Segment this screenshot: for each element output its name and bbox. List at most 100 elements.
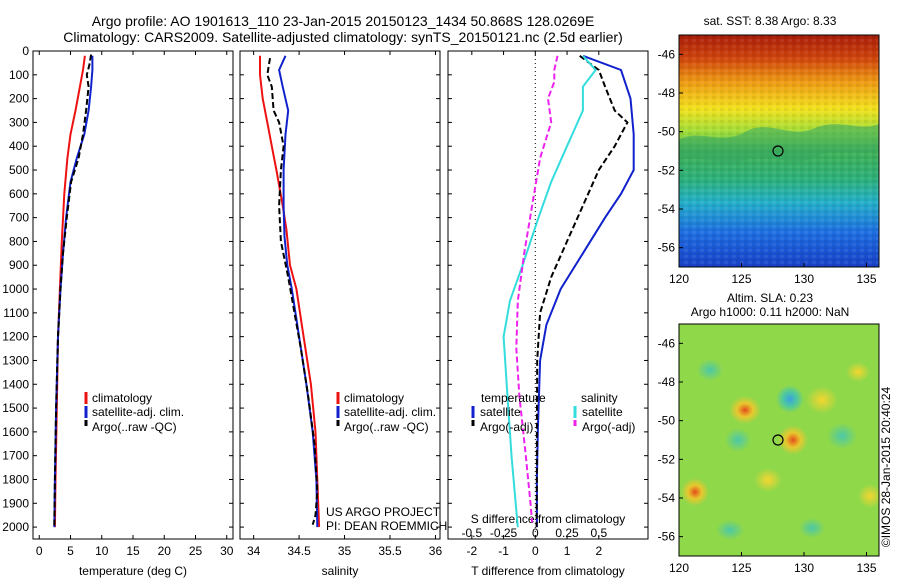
sla-anomaly <box>776 385 804 413</box>
legend-label-argo: Argo(..raw -QC) <box>344 420 429 434</box>
x-tick-label: 15 <box>126 544 140 558</box>
y-tick-label: 1200 <box>2 330 29 344</box>
s-tick-label: 0 <box>532 526 539 540</box>
sst-map-title: sat. SST: 8.38 Argo: 8.33 <box>704 14 837 28</box>
y-tick-label: -56 <box>658 241 676 255</box>
y-tick-label: 700 <box>9 211 29 225</box>
x-tick-label: -2 <box>466 544 477 558</box>
sla-anomaly <box>697 359 723 381</box>
y-tick-label: 1300 <box>2 353 29 367</box>
difference-legend: temperature salinity satellite Argo(-adj… <box>471 391 635 434</box>
y-tick-label: 1500 <box>2 401 29 415</box>
legend-label-s-argo: Argo(-adj) <box>582 420 635 434</box>
x-tick-label: 120 <box>669 561 689 575</box>
y-tick-label: 200 <box>9 92 29 106</box>
y-tick-label: 500 <box>9 163 29 177</box>
sla-anomaly <box>681 478 709 506</box>
timestamp-stamp: ©IMOS 28-Jan-2015 20:40:24 <box>879 387 893 548</box>
y-tick-label: 1100 <box>3 306 29 320</box>
y-tick-label: 100 <box>9 68 29 82</box>
x-tick-label: 125 <box>731 272 751 286</box>
temperature-legend: climatology satellite-adj. clim. Argo(..… <box>84 391 184 434</box>
figure-title-line2: Climatology: CARS2009. Satellite-adjuste… <box>63 29 623 45</box>
sst-front-band <box>679 124 879 164</box>
x-tick-label: 25 <box>189 544 203 558</box>
x-tick-label: 36 <box>429 544 443 558</box>
sla-anomaly <box>846 362 870 382</box>
sla-argo-marker <box>772 434 784 446</box>
sla-map-subtitle: Argo h1000: 0.11 h2000: NaN <box>691 305 850 319</box>
sla-map-frame <box>678 323 880 557</box>
legend-label-argo: Argo(..raw -QC) <box>92 420 177 434</box>
y-tick-label: -50 <box>658 414 676 428</box>
legend-label-t-satellite: satellite <box>480 405 521 419</box>
x-tick-label: 35 <box>338 544 352 558</box>
salinity-panel: 34 34.5 35 35.5 36 salinity <box>239 50 443 578</box>
x-tick-label: 1 <box>564 544 571 558</box>
x-axis-label: salinity <box>322 564 359 578</box>
y-tick-label: 1700 <box>2 449 29 463</box>
sst-map-axes: 120 125 130 135 -46 -48 -50 -52 -54 -56 <box>658 47 877 286</box>
x-tick-label: 135 <box>856 272 876 286</box>
sla-anomaly <box>729 396 761 424</box>
sla-anomaly <box>858 484 882 508</box>
y-tick-label: -48 <box>658 86 676 100</box>
plot-frame <box>239 50 441 540</box>
y-tick-label: 400 <box>9 139 29 153</box>
legend-head-temperature: temperature <box>481 391 546 405</box>
y-tick-label: -52 <box>658 452 676 466</box>
s-axis-label: S difference from climatology <box>471 512 626 526</box>
x-axis-label: T difference from climatology <box>471 564 625 578</box>
series-line <box>502 55 597 528</box>
y-tick-label: 800 <box>9 234 29 248</box>
legend-label-t-argo: Argo(-adj) <box>480 420 533 434</box>
y-tick-label: 2000 <box>2 520 29 534</box>
series-line <box>515 55 559 523</box>
legend-label-satellite: satellite-adj. clim. <box>92 405 184 419</box>
y-tick-label: -54 <box>658 491 676 505</box>
x-tick-label: 5 <box>67 544 74 558</box>
y-tick-label: -48 <box>658 375 676 389</box>
x-tick-label: 0 <box>36 544 43 558</box>
series-line <box>535 54 635 528</box>
y-tick-label: -54 <box>658 202 676 216</box>
sst-map <box>678 34 880 268</box>
y-tick-label: -52 <box>658 163 676 177</box>
legend-label-satellite: satellite-adj. clim. <box>344 405 436 419</box>
y-tick-label: 1600 <box>2 425 29 439</box>
pi-credit: PI: DEAN ROEMMICH <box>326 519 447 533</box>
series-line <box>259 55 321 528</box>
y-tick-label: 900 <box>9 258 29 272</box>
y-tick-label: 1400 <box>2 377 29 391</box>
legend-head-salinity: salinity <box>581 391 618 405</box>
legend-label-climatology: climatology <box>344 391 404 405</box>
difference-panel: -2 -1 0 1 2 T difference from climatology -0.5… <box>447 50 649 578</box>
y-tick-label: 1900 <box>2 496 29 510</box>
x-tick-label: 10 <box>95 544 109 558</box>
y-tick-label: 600 <box>9 187 29 201</box>
figure-title-line1: Argo profile: AO 1901613_110 23-Jan-2015… <box>92 13 595 29</box>
x-tick-label: 34 <box>247 544 261 558</box>
sla-anomaly <box>827 423 857 449</box>
series-line <box>53 54 93 528</box>
s-tick-label: -0.5 <box>461 526 482 540</box>
sla-anomaly <box>754 468 782 492</box>
s-tick-label: -0.25 <box>490 526 518 540</box>
sla-map-title: Altim. SLA: 0.23 <box>727 291 813 305</box>
y-tick-label: -56 <box>658 530 676 544</box>
temperature-panel: 0100200300400500600700800900100011001200… <box>2 44 233 578</box>
sst-argo-marker <box>772 145 784 157</box>
x-tick-label: 30 <box>220 544 234 558</box>
y-tick-label: 1000 <box>2 282 29 296</box>
s-tick-label: 0.25 <box>555 526 579 540</box>
sla-map <box>678 323 882 557</box>
plot-frame <box>32 50 234 540</box>
x-tick-label: -1 <box>498 544 509 558</box>
salinity-legend: climatology satellite-adj. clim. Argo(..… <box>336 391 436 434</box>
legend-label-s-satellite: satellite <box>582 405 623 419</box>
plot-frame <box>447 50 649 540</box>
x-tick-label: 130 <box>794 561 814 575</box>
x-tick-label: 130 <box>794 272 814 286</box>
x-tick-label: 35.5 <box>378 544 402 558</box>
sla-anomaly <box>799 518 825 538</box>
